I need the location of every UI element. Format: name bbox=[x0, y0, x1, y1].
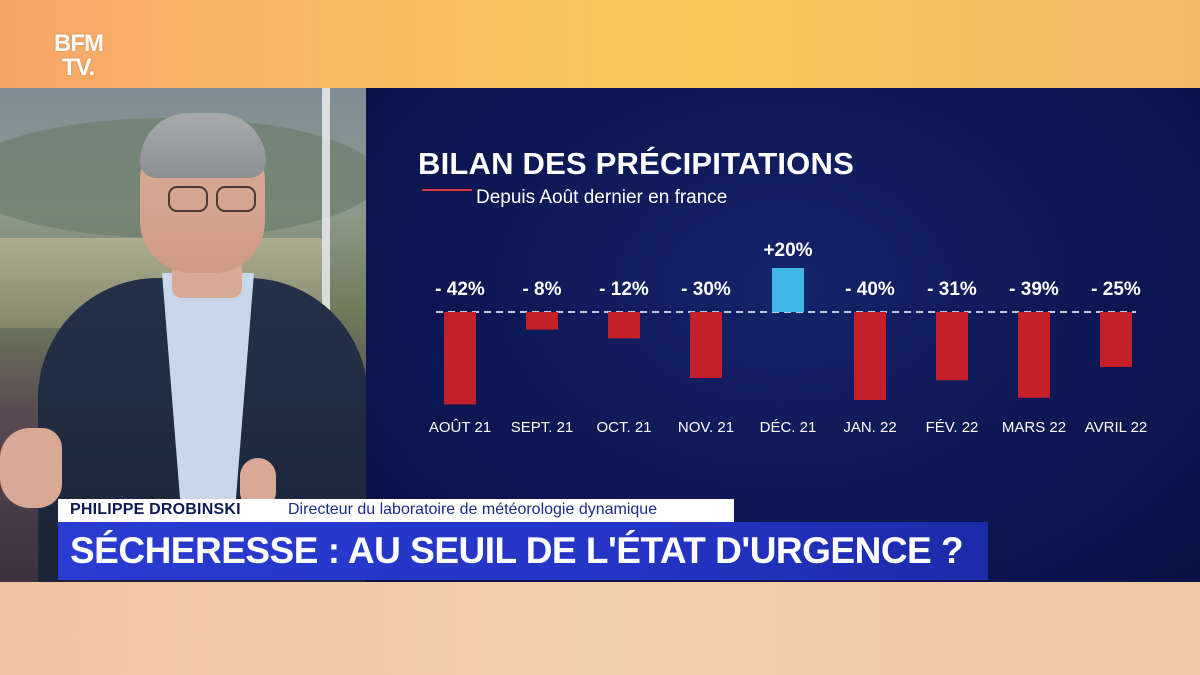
category-label-8: AVRIL 22 bbox=[1085, 419, 1148, 436]
category-label-6: FÉV. 22 bbox=[926, 419, 979, 436]
value-label-5: - 40% bbox=[845, 279, 895, 300]
value-label-8: - 25% bbox=[1091, 279, 1141, 300]
bar-3 bbox=[690, 312, 722, 378]
chart-title: BILAN DES PRÉCIPITATIONS bbox=[418, 146, 854, 181]
headline-bar: SÉCHERESSE : AU SEUIL DE L'ÉTAT D'URGENC… bbox=[58, 522, 988, 580]
guest-glasses bbox=[168, 186, 256, 212]
bottom-background-band bbox=[0, 582, 1200, 675]
bar-4 bbox=[772, 268, 804, 312]
bar-8 bbox=[1100, 312, 1132, 367]
logo-line-1: BFM bbox=[54, 30, 104, 57]
value-label-6: - 31% bbox=[927, 279, 977, 300]
bar-chart: - 42% AOÛT 21 - 8% SEPT. 21 - 12% OCT. 21 - 30… bbox=[429, 240, 1148, 436]
chart-subtitle: Depuis Août dernier en france bbox=[476, 187, 728, 208]
bar-0 bbox=[444, 312, 476, 405]
value-label-7: - 39% bbox=[1009, 279, 1059, 300]
bfmtv-logo: BFM TV. bbox=[54, 32, 116, 82]
value-label-4: +20% bbox=[763, 240, 812, 261]
logo-line-2: TV. bbox=[62, 54, 95, 81]
value-label-1: - 8% bbox=[522, 279, 561, 300]
category-label-4: DÉC. 21 bbox=[760, 419, 817, 436]
category-label-2: OCT. 21 bbox=[596, 419, 651, 436]
value-label-0: - 42% bbox=[435, 279, 485, 300]
guest-name-bar: PHILIPPE DROBINSKI Directeur du laborato… bbox=[58, 499, 734, 522]
bar-2 bbox=[608, 312, 640, 339]
bar-6 bbox=[936, 312, 968, 381]
subtitle-red-rule bbox=[422, 189, 472, 191]
category-label-5: JAN. 22 bbox=[843, 419, 896, 436]
value-label-2: - 12% bbox=[599, 279, 649, 300]
bar-7 bbox=[1018, 312, 1050, 398]
glasses-lens-left bbox=[168, 186, 208, 212]
bar-5 bbox=[854, 312, 886, 400]
value-label-3: - 30% bbox=[681, 279, 731, 300]
guest-name: PHILIPPE DROBINSKI bbox=[70, 501, 241, 518]
guest-hand-left bbox=[0, 428, 62, 508]
bar-1 bbox=[526, 312, 558, 330]
guest-role: Directeur du laboratoire de météorologie… bbox=[288, 501, 658, 518]
headline-text: SÉCHERESSE : AU SEUIL DE L'ÉTAT D'URGENC… bbox=[70, 530, 964, 571]
category-label-1: SEPT. 21 bbox=[511, 419, 574, 436]
top-background-band bbox=[0, 0, 1200, 88]
glasses-lens-right bbox=[216, 186, 256, 212]
category-label-3: NOV. 21 bbox=[678, 419, 734, 436]
guest-hair bbox=[140, 113, 266, 178]
category-label-7: MARS 22 bbox=[1002, 419, 1066, 436]
category-label-0: AOÛT 21 bbox=[429, 419, 491, 436]
